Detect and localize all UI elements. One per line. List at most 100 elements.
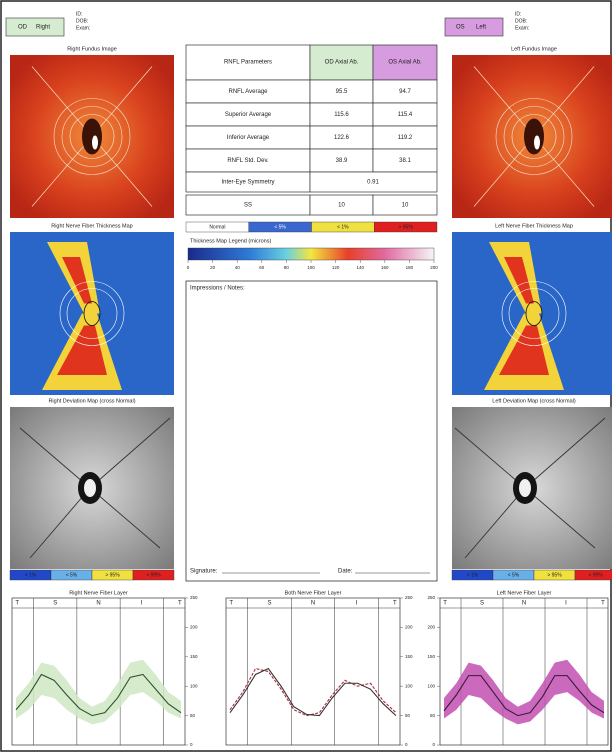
- thickness-colorbar: [188, 248, 434, 260]
- optic-disc: [524, 119, 544, 155]
- row-label: Inferior Average: [227, 135, 270, 141]
- y-tick-label: 250: [190, 595, 198, 600]
- date-label: Date:: [338, 569, 353, 575]
- quadrant-label: T: [15, 601, 19, 607]
- quadrant-label: S: [480, 601, 484, 607]
- y-tick-label: 250: [405, 595, 413, 600]
- classification-label: < 5%: [274, 224, 286, 230]
- header-text: RNFL Parameters: [224, 60, 272, 66]
- cell-value: 115.6: [334, 112, 349, 118]
- y-tick-label: 50: [190, 713, 196, 718]
- panel-title: Left Deviation Map (cross Normal): [492, 398, 576, 404]
- deviation-legend-label: > 95%: [547, 572, 562, 578]
- y-tick-label: 100: [190, 683, 198, 688]
- cell-value: 10: [402, 203, 409, 209]
- colorbar-tick-label: 20: [210, 265, 216, 270]
- patient-info: DOB:: [76, 18, 88, 24]
- optic-cup: [92, 136, 98, 150]
- deviation-legend-label: < 5%: [66, 572, 78, 578]
- notes-title: Impressions / Notes:: [190, 286, 245, 292]
- plot-area: [226, 598, 400, 745]
- colorbar-tick-label: 60: [259, 265, 265, 270]
- panel-title: Right Fundus Image: [67, 46, 117, 52]
- colorbar-tick-label: 80: [284, 265, 290, 270]
- row-label: RNFL Average: [228, 89, 268, 95]
- colorbar-tick-label: 160: [381, 265, 389, 270]
- optic-cup: [534, 136, 540, 150]
- chart-title: Right Nerve Fiber Layer: [69, 590, 128, 596]
- quadrant-label: S: [267, 601, 271, 607]
- signature-label: Signature:: [190, 569, 218, 575]
- right-label: Right: [36, 25, 50, 31]
- panel-title: Right Nerve Fiber Thickness Map: [51, 223, 133, 229]
- patient-info: ID:: [76, 11, 82, 17]
- colorbar-tick-label: 140: [356, 265, 364, 270]
- panel-title: Right Deviation Map (cross Normal): [48, 398, 135, 404]
- deviation-legend-label: < 1%: [25, 572, 37, 578]
- cell-value: 94.7: [399, 89, 411, 95]
- deviation-legend-label: > 99%: [588, 572, 603, 578]
- row-label: SS: [244, 203, 252, 209]
- report: OD Right OS Left Right Fundus ImageRight…: [0, 0, 612, 752]
- cell-value: 10: [338, 203, 345, 209]
- patient-info: ID:: [515, 11, 521, 17]
- optic-cup: [519, 479, 531, 497]
- y-tick-label: 150: [405, 654, 413, 659]
- notes-box: [186, 281, 437, 581]
- patient-info: Exam:: [515, 25, 529, 31]
- optic-cup: [84, 479, 96, 497]
- colorbar-tick-label: 0: [187, 265, 190, 270]
- thickness-legend-title: Thickness Map Legend (microns): [190, 238, 271, 244]
- classification-label: > 95%: [398, 224, 413, 230]
- header-text: OS Axial Ab.: [388, 60, 422, 66]
- quadrant-label: N: [96, 601, 100, 607]
- row-label: Inter-Eye Symmetry: [221, 180, 274, 186]
- y-tick-label: 50: [405, 713, 411, 718]
- quadrant-label: T: [229, 601, 233, 607]
- quadrant-label: N: [522, 601, 526, 607]
- quadrant-label: N: [311, 601, 315, 607]
- y-tick-label: 150: [190, 654, 198, 659]
- classification-label: Normal: [209, 224, 225, 230]
- cell-value: 38.9: [336, 158, 348, 164]
- cell-value: 0.91: [367, 180, 379, 186]
- row-label: RNFL Std. Dev.: [227, 158, 269, 164]
- quadrant-label: T: [601, 601, 605, 607]
- quadrant-label: T: [178, 601, 182, 607]
- cell-value: 119.2: [398, 135, 413, 141]
- classification-label: < 1%: [337, 224, 349, 230]
- y-tick-label: 100: [427, 683, 435, 688]
- left-label: Left: [476, 25, 486, 31]
- quadrant-label: S: [53, 601, 57, 607]
- y-tick-label: 100: [405, 683, 413, 688]
- os-label: OS: [456, 25, 465, 31]
- colorbar-tick-label: 180: [406, 265, 414, 270]
- y-tick-label: 200: [405, 625, 413, 630]
- y-tick-label: 150: [427, 654, 435, 659]
- chart-title: Left Nerve Fiber Layer: [497, 590, 552, 596]
- colorbar-tick-label: 40: [235, 265, 241, 270]
- colorbar-tick-label: 200: [430, 265, 438, 270]
- y-tick-label: 250: [427, 595, 435, 600]
- cell-value: 115.4: [398, 112, 413, 118]
- patient-info: Exam:: [76, 25, 90, 31]
- colorbar-tick-label: 120: [332, 265, 340, 270]
- deviation-legend-label: < 5%: [508, 572, 520, 578]
- deviation-legend-label: > 95%: [105, 572, 120, 578]
- row-label: Superior Average: [225, 112, 272, 118]
- cell-value: 122.6: [334, 135, 350, 141]
- y-tick-label: 0: [190, 742, 193, 747]
- panel-title: Left Fundus Image: [511, 46, 557, 52]
- quadrant-label: T: [393, 601, 397, 607]
- y-tick-label: 200: [427, 625, 435, 630]
- y-tick-label: 0: [432, 742, 435, 747]
- y-tick-label: 200: [190, 625, 198, 630]
- deviation-legend-label: < 1%: [467, 572, 479, 578]
- colorbar-tick-label: 100: [307, 265, 315, 270]
- quadrant-label: T: [443, 601, 447, 607]
- y-tick-label: 0: [405, 742, 408, 747]
- od-box: [6, 18, 64, 36]
- y-tick-label: 50: [430, 713, 436, 718]
- tsnit-charts: Right Nerve Fiber Layer 0 50 100 150 200 250 T S…: [12, 590, 608, 747]
